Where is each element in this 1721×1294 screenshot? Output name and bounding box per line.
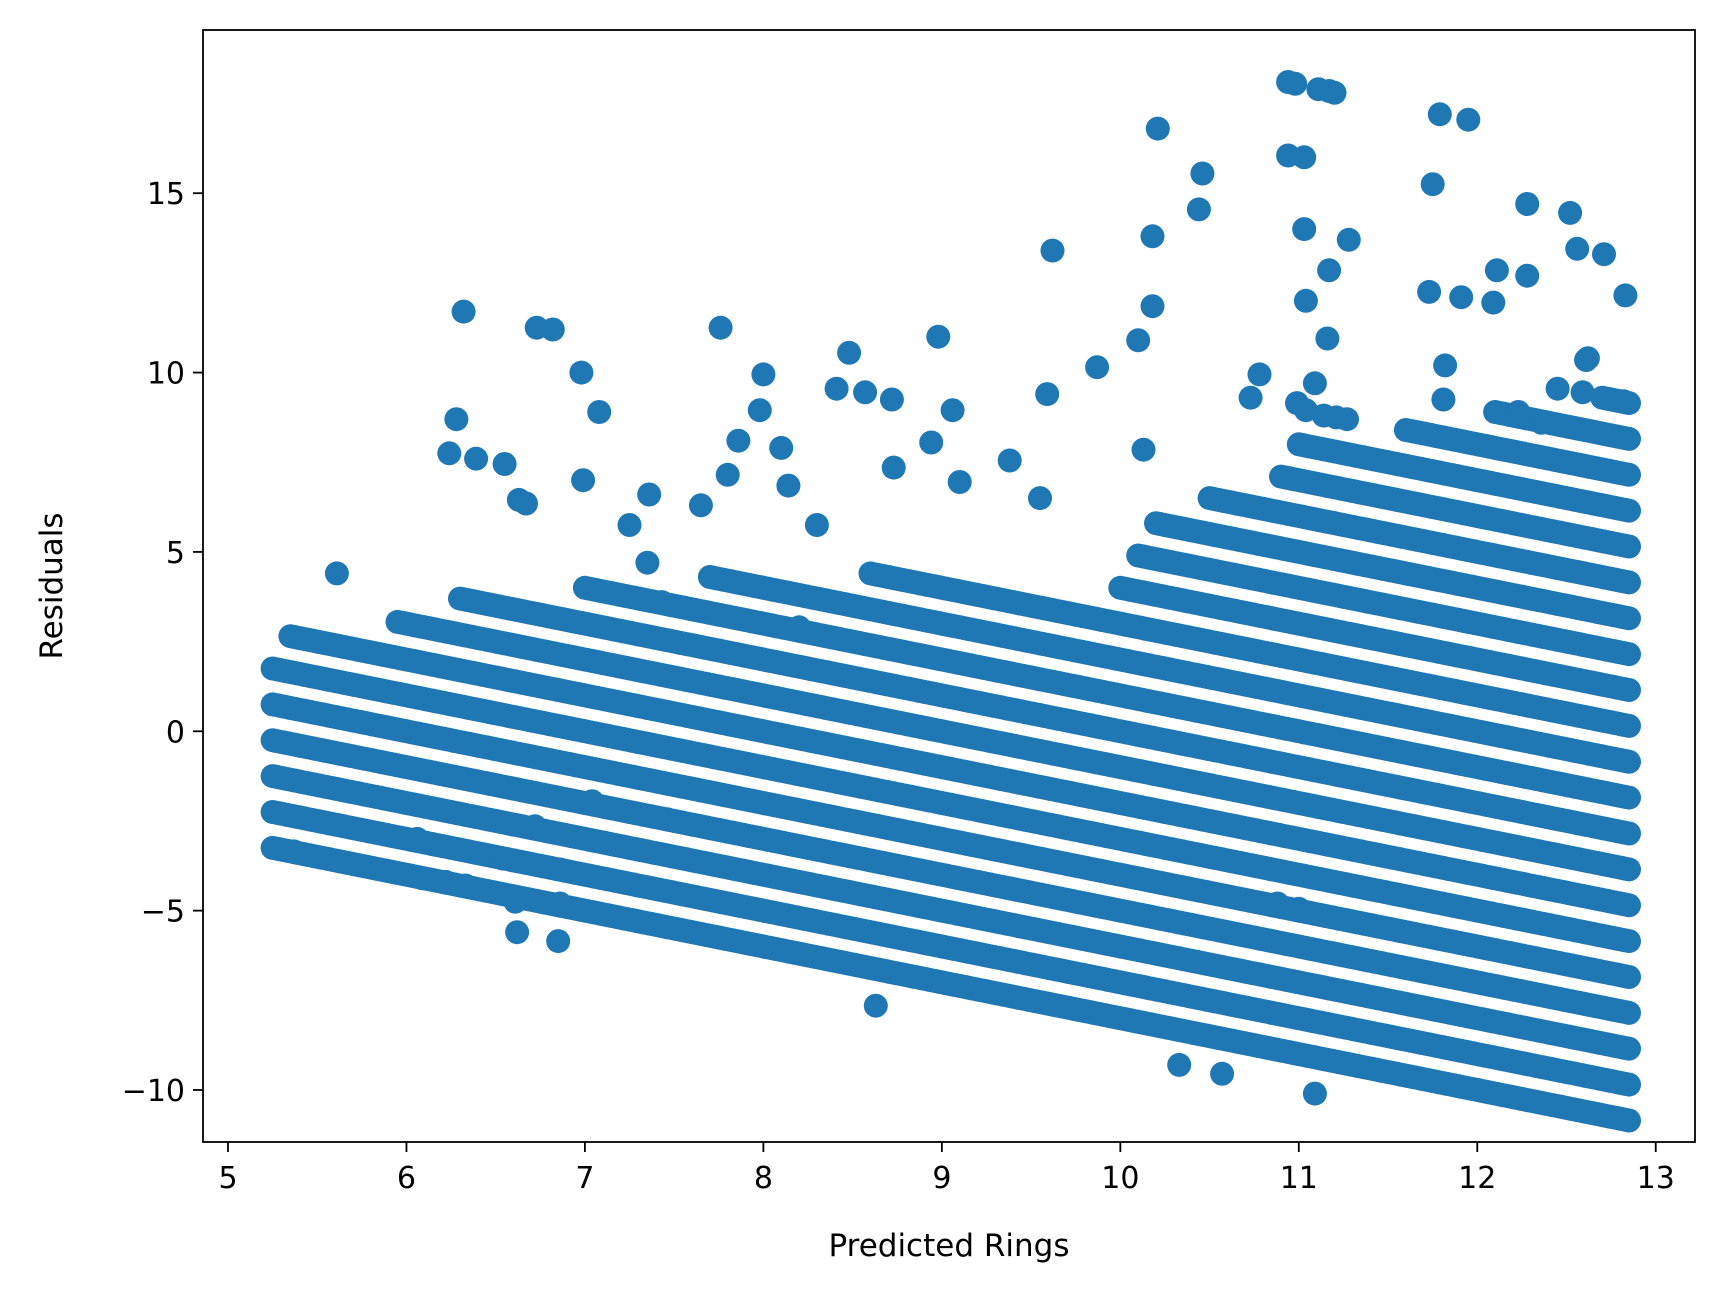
band-point: [1617, 929, 1641, 954]
scatter-point: [569, 360, 594, 385]
scatter-point: [540, 317, 565, 342]
scatter-point: [410, 866, 435, 891]
scatter-point: [547, 857, 572, 882]
scatter-point: [1167, 1052, 1192, 1077]
band-point: [1617, 893, 1641, 918]
scatter-point: [1286, 896, 1311, 921]
band-point: [1617, 534, 1641, 559]
scatter-point: [453, 873, 478, 898]
scatter-point: [1292, 217, 1317, 242]
band-point: [1617, 642, 1641, 667]
band-point: [1617, 857, 1641, 882]
scatter-point: [1293, 288, 1318, 313]
scatter-point: [655, 807, 679, 832]
band-point: [1617, 749, 1641, 774]
scatter-point: [1140, 294, 1165, 319]
scatter-point: [437, 441, 462, 466]
band-point: [1617, 678, 1641, 702]
scatter-point: [635, 550, 660, 575]
band-point: [1617, 462, 1641, 487]
scatter-point: [1190, 161, 1215, 186]
scatter-point: [571, 468, 596, 493]
band-point: [1617, 821, 1641, 846]
band-point: [1617, 965, 1641, 989]
scatter-point: [587, 400, 612, 424]
scatter-point: [1040, 238, 1065, 263]
scatter-point: [546, 929, 571, 954]
band-point: [1617, 426, 1641, 451]
scatter-point: [1322, 80, 1347, 105]
band-point: [1617, 1036, 1641, 1061]
data-points: [260, 70, 1641, 1133]
scatter-point: [940, 398, 965, 423]
scatter-point: [514, 491, 538, 516]
scatter-point: [492, 452, 517, 476]
scatter-point: [282, 839, 306, 864]
scatter-point: [708, 315, 733, 340]
scatter-point: [1265, 891, 1290, 916]
band-point: [1617, 1072, 1641, 1097]
scatter-point: [769, 435, 794, 460]
band-point: [1617, 498, 1641, 523]
band-point: [1617, 570, 1641, 595]
scatter-point: [649, 590, 674, 615]
scatter-point: [879, 387, 904, 412]
scatter-point: [1302, 1081, 1327, 1106]
scatter-point: [747, 398, 772, 423]
scatter-point: [726, 428, 751, 453]
scatter-point: [1186, 197, 1211, 222]
band-point: [1617, 713, 1641, 738]
band-point: [1617, 1000, 1641, 1025]
scatter-point: [751, 362, 776, 387]
band-point: [1617, 785, 1641, 810]
scatter-point: [776, 473, 801, 498]
scatter-point: [1140, 224, 1165, 249]
scatter-point: [464, 446, 489, 471]
scatter-point: [617, 513, 642, 537]
band-point: [1617, 606, 1641, 631]
scatter-point: [1210, 1061, 1235, 1086]
scatter-point: [637, 482, 662, 507]
scatter-point: [332, 850, 356, 875]
scatter-point: [451, 299, 476, 324]
scatter-point: [1276, 143, 1301, 168]
scatter-point: [837, 340, 862, 365]
scatter-point: [444, 407, 469, 432]
scatter-point: [926, 324, 951, 349]
band-point: [1617, 1108, 1641, 1133]
scatter-point: [324, 561, 349, 586]
scatter-point: [405, 826, 430, 851]
scatter-point: [1283, 71, 1308, 96]
scatter-point: [1145, 116, 1170, 141]
